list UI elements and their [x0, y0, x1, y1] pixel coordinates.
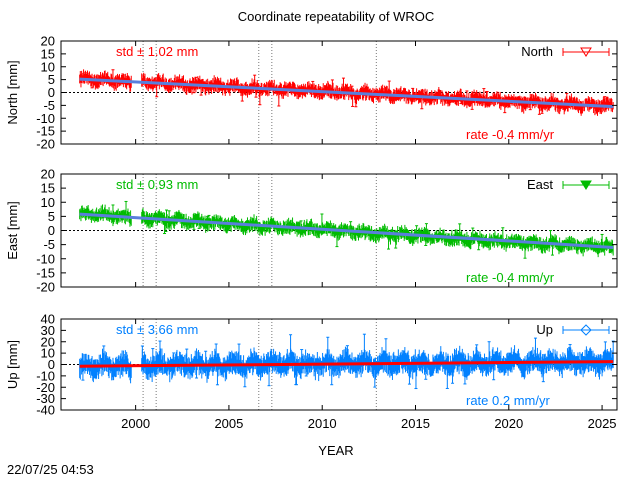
- y-tick-label: 15: [41, 181, 55, 196]
- chart-title: Coordinate repeatability of WROC: [238, 9, 435, 24]
- y-tick-label: 20: [41, 334, 55, 349]
- legend-label: Up: [536, 322, 553, 337]
- std-label: std ± 3.66 mm: [116, 322, 198, 337]
- legend-label: East: [527, 177, 553, 192]
- y-tick-label: 0: [48, 223, 55, 238]
- y-tick-label: -10: [36, 368, 55, 383]
- x-axis-label: YEAR: [318, 443, 353, 458]
- y-tick-label: 10: [41, 195, 55, 210]
- y-tick-label: -40: [36, 403, 55, 418]
- trend-line-east: [79, 212, 614, 249]
- y-tick-label: 0: [48, 85, 55, 100]
- x-tick-label: 2010: [308, 416, 337, 431]
- y-tick-label: -5: [43, 98, 55, 113]
- y-tick-label: 5: [48, 72, 55, 87]
- y-axis-label: East [mm]: [5, 201, 20, 260]
- y-tick-label: 15: [41, 46, 55, 61]
- x-tick-label: 2025: [588, 416, 617, 431]
- y-tick-label: -20: [36, 280, 55, 295]
- y-tick-label: 30: [41, 323, 55, 338]
- legend-marker: [580, 324, 592, 336]
- y-tick-label: 10: [41, 59, 55, 74]
- y-tick-label: 0: [48, 357, 55, 372]
- y-tick-label: -15: [36, 265, 55, 280]
- y-tick-label: -10: [36, 111, 55, 126]
- y-tick-label: 20: [41, 34, 55, 49]
- y-tick-label: 5: [48, 209, 55, 224]
- y-tick-label: -30: [36, 391, 55, 406]
- y-tick-label: -5: [43, 237, 55, 252]
- x-tick-label: 2020: [494, 416, 523, 431]
- y-tick-label: 10: [41, 346, 55, 361]
- std-label: std ± 0.93 mm: [116, 177, 198, 192]
- y-tick-label: 20: [41, 167, 55, 182]
- trend-line-north: [79, 77, 614, 109]
- rate-label: rate -0.4 mm/yr: [466, 270, 555, 285]
- x-tick-label: 2005: [214, 416, 243, 431]
- y-axis-label: Up [mm]: [5, 340, 20, 389]
- legend-marker: [580, 47, 592, 57]
- x-tick-label: 2000: [121, 416, 150, 431]
- y-axis-label: North [mm]: [5, 60, 20, 124]
- rate-label: rate 0.2 mm/yr: [466, 393, 550, 408]
- timestamp: 22/07/25 04:53: [7, 462, 94, 477]
- y-tick-label: -15: [36, 124, 55, 139]
- y-tick-label: -20: [36, 380, 55, 395]
- legend-marker: [580, 180, 592, 190]
- legend-label: North: [521, 44, 553, 59]
- trend-line-up: [79, 360, 614, 368]
- y-tick-label: 40: [41, 312, 55, 327]
- y-tick-label: -20: [36, 137, 55, 152]
- std-label: std ± 1.02 mm: [116, 44, 198, 59]
- x-tick-label: 2015: [401, 416, 430, 431]
- rate-label: rate -0.4 mm/yr: [466, 127, 555, 142]
- y-tick-label: -10: [36, 251, 55, 266]
